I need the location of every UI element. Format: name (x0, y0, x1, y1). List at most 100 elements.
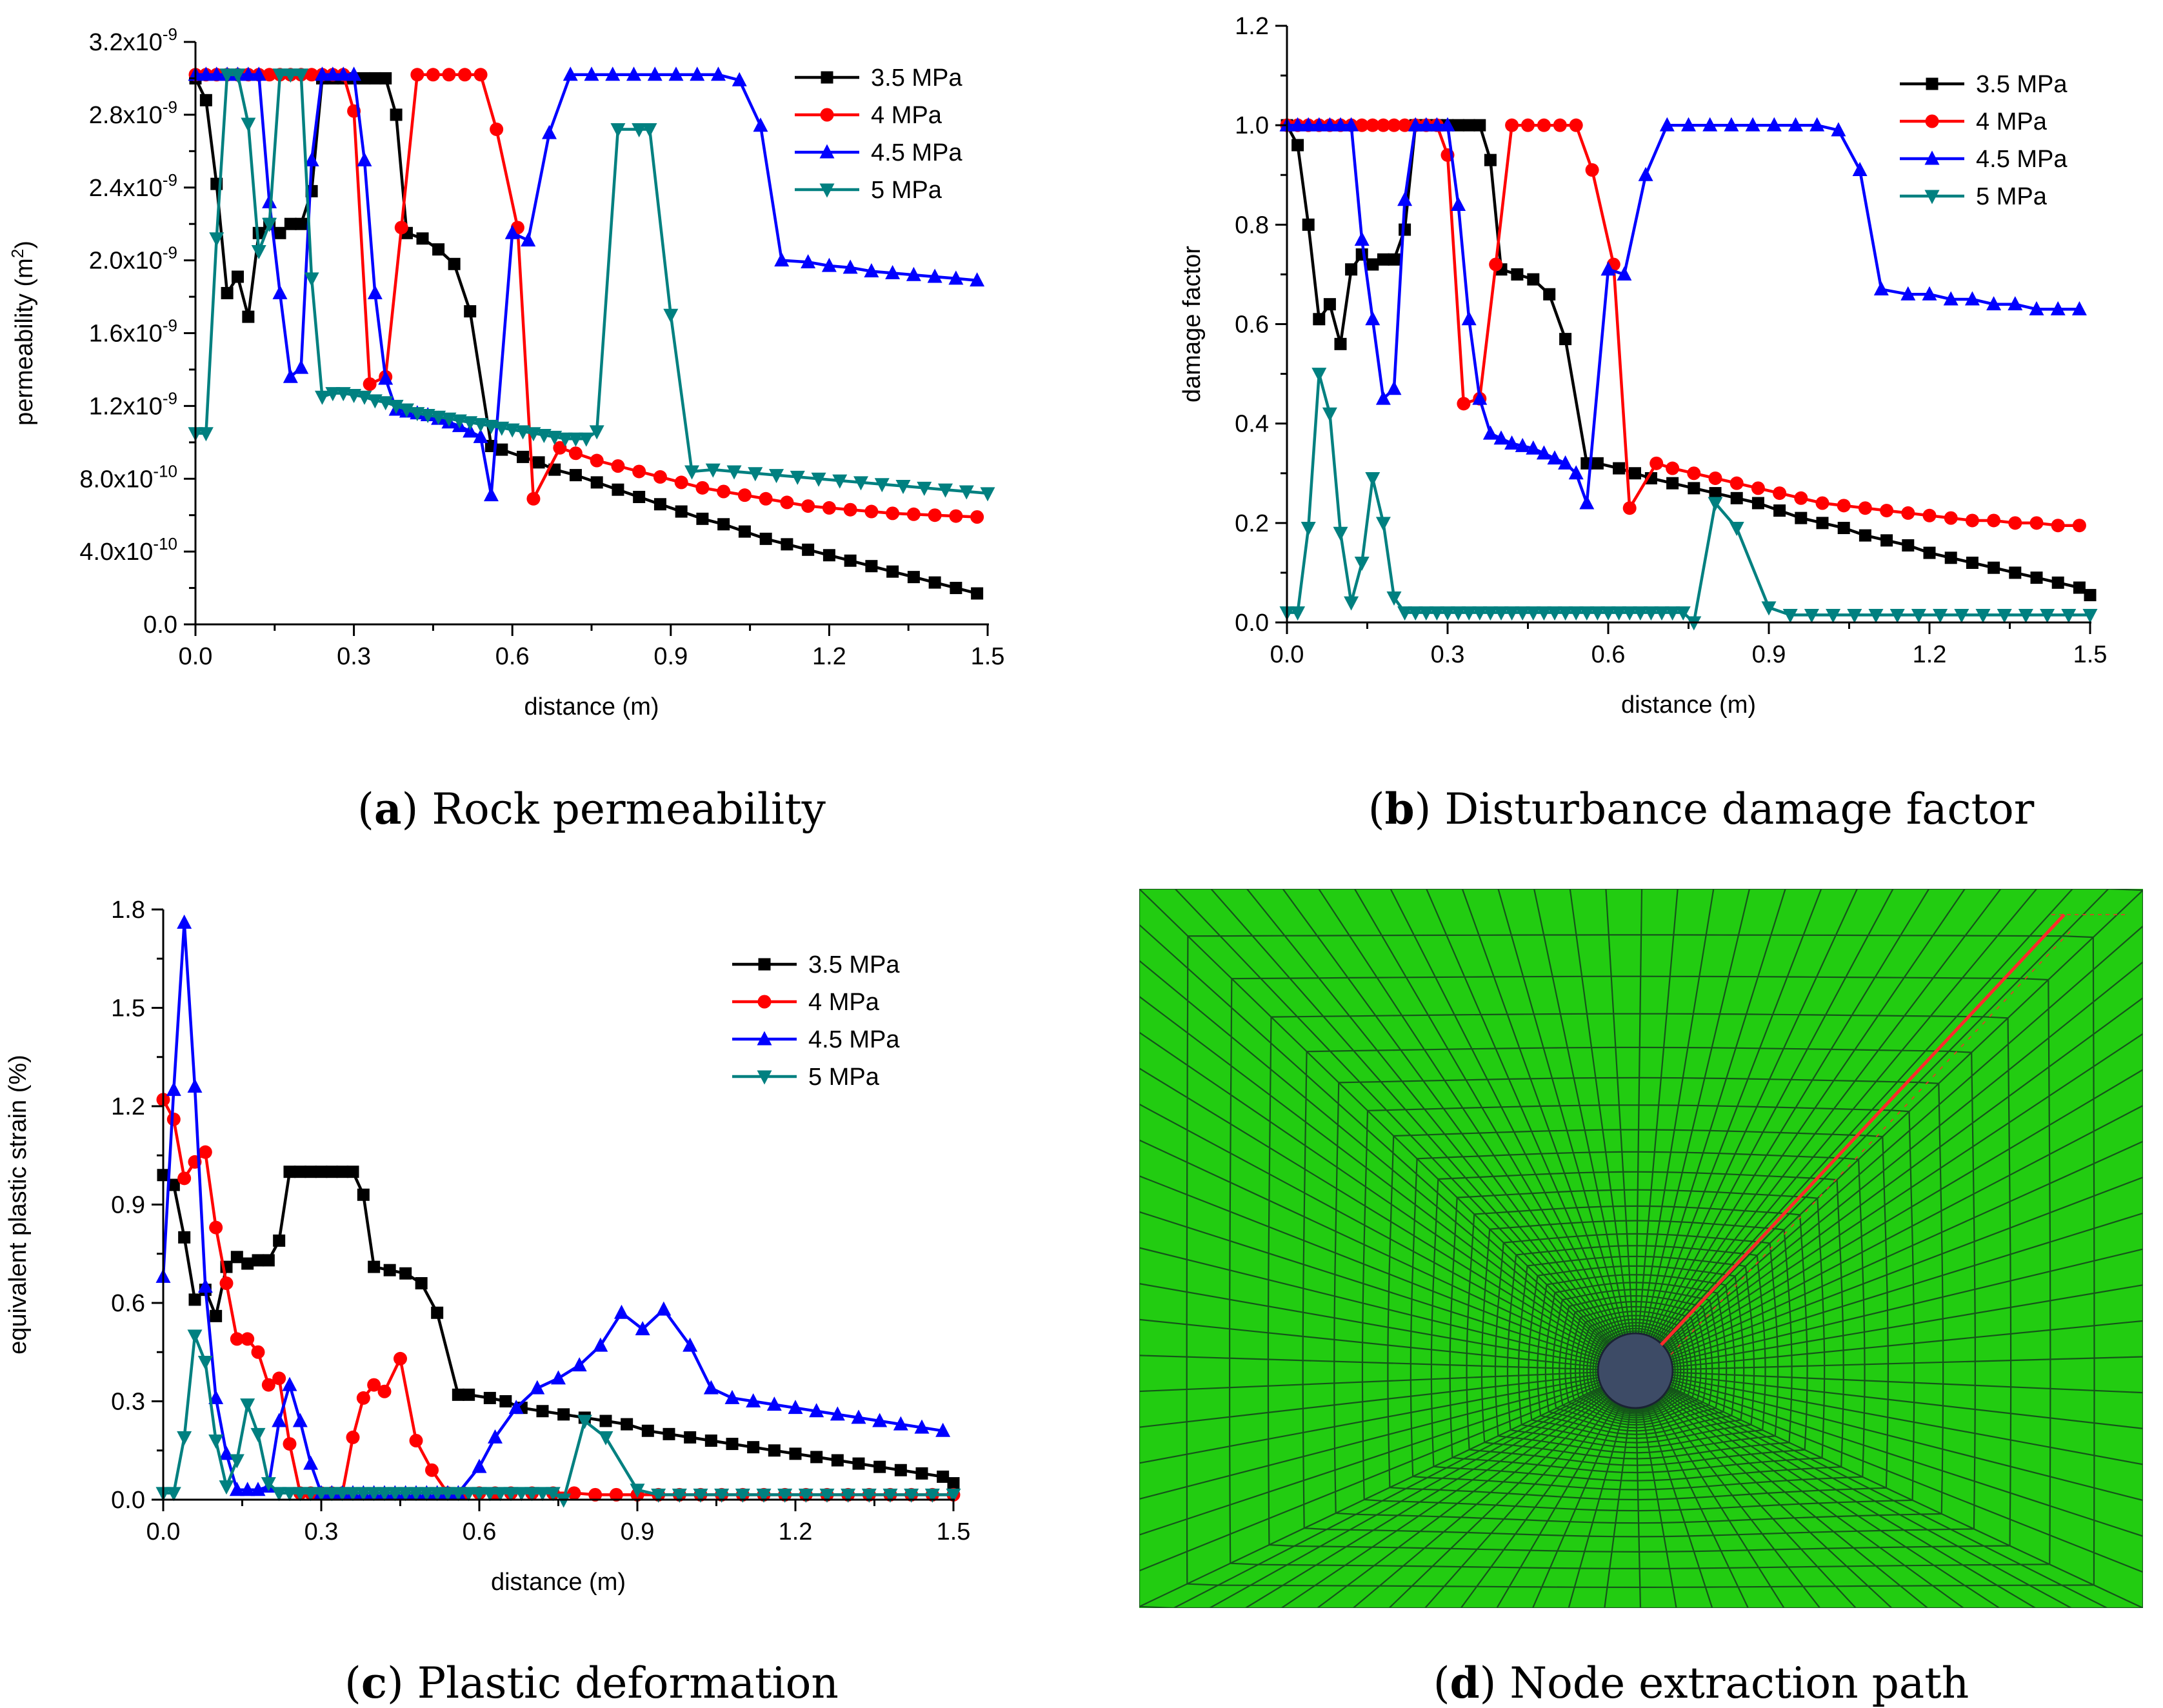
data-point-4.5-mpa (1702, 117, 1718, 132)
data-point-5-mpa (187, 1329, 203, 1344)
data-point-5-mpa (440, 1487, 455, 1502)
mesh-ring (1228, 975, 2051, 1569)
data-point-5-mpa (1408, 606, 1423, 621)
data-point-4-mpa (2029, 516, 2044, 530)
extraction-path-line (1660, 913, 2066, 1346)
data-point-4.5-mpa (1724, 117, 1739, 132)
data-point-5-mpa (366, 1487, 382, 1502)
mesh-radial-line (1210, 889, 1611, 1344)
data-point-3.5-mpa (315, 1166, 328, 1178)
extraction-path-nodes (1670, 930, 2071, 1355)
mesh-radial-line (1353, 1394, 1608, 1608)
data-point-3.5-mpa (886, 565, 899, 578)
data-point-5-mpa (1665, 606, 1680, 621)
mesh-radial-line (1670, 1384, 2143, 1573)
mesh-radial-line (1424, 1398, 1611, 1608)
mesh-radial-line (1139, 924, 1608, 1347)
data-point-3.5-mpa (416, 232, 429, 245)
data-point-5-mpa (777, 1488, 793, 1503)
data-point-5-mpa (483, 419, 499, 434)
data-point-5-mpa (946, 1488, 961, 1503)
data-point-5-mpa (450, 1487, 466, 1502)
mesh-radial-line (1139, 1247, 1599, 1363)
data-point-4.5-mpa (219, 1445, 234, 1460)
data-point-4.5-mpa (753, 117, 768, 132)
y-tick-label: 2.0x10-9 (89, 243, 177, 275)
data-point-5-mpa (2018, 608, 2033, 623)
data-point-3.5-mpa (684, 1431, 697, 1444)
data-point-5-mpa (345, 1487, 361, 1502)
data-point-5-mpa (811, 472, 826, 487)
legend: 3.5 MPa 4 MPa 4.5 MPa 5 MPa (795, 65, 962, 204)
data-point-4-mpa (198, 1145, 212, 1159)
mesh-radial-line (1139, 1103, 1603, 1354)
data-point-4.5-mpa (656, 1301, 672, 1316)
data-point-4-mpa (283, 1437, 297, 1451)
mesh-radial-line (1659, 889, 2037, 1343)
data-point-4-mpa (590, 453, 604, 468)
data-point-3.5-mpa (738, 525, 751, 538)
data-point-3.5-mpa (907, 571, 920, 584)
mesh-radial-line (1668, 1104, 2143, 1355)
x-tick-label: 0.9 (653, 643, 688, 670)
mesh-ring (1494, 1233, 1779, 1454)
data-point-4-mpa (906, 507, 921, 521)
data-point-3.5-mpa (273, 1234, 286, 1247)
data-point-5-mpa (1526, 606, 1541, 621)
data-point-4-mpa (1355, 118, 1369, 132)
data-point-4.5-mpa (690, 66, 705, 81)
data-point-5-mpa (904, 1488, 919, 1503)
data-point-3.5-mpa (1484, 154, 1497, 166)
caption-c-text: Plastic deformation (417, 1658, 839, 1708)
data-point-4-mpa (166, 1112, 181, 1126)
y-tick-label: 0.9 (111, 1192, 145, 1219)
data-point-5-mpa (303, 1487, 319, 1502)
y-tick-mantissa: 0.4 (1235, 411, 1269, 438)
data-point-5-mpa (1633, 606, 1648, 621)
data-point-5-mpa (261, 1477, 276, 1492)
y-tick-label: 1.0 (1235, 112, 1269, 139)
data-point-5-mpa (547, 430, 563, 445)
caption-d-letter: d (1450, 1658, 1480, 1708)
legend-label: 5 MPa (1976, 183, 2048, 210)
y-tick-mantissa: 0.6 (111, 1290, 145, 1317)
data-point-5-mpa (1868, 608, 1884, 623)
mesh-ring (1586, 1322, 1685, 1414)
mesh-radial-line (1667, 1069, 2143, 1353)
data-point-5-mpa (882, 1488, 898, 1503)
mesh-radial-line (1139, 1318, 1599, 1368)
y-tick-label: 2.4x10-9 (89, 170, 177, 202)
data-point-5-mpa (959, 485, 974, 500)
data-point-3.5-mpa (928, 576, 941, 589)
y-tick-mantissa: 3.2x10 (89, 29, 163, 56)
x-axis-title: distance (m) (491, 1569, 626, 1596)
data-point-3.5-mpa (379, 72, 392, 84)
data-point-4-mpa (759, 492, 773, 506)
data-point-4.5-mpa (325, 66, 341, 81)
y-tick-exponent: -9 (163, 316, 177, 335)
data-point-3.5-mpa (599, 1415, 612, 1427)
legend-marker (1925, 114, 1939, 128)
y-tick-mantissa: 0.6 (1235, 312, 1269, 339)
data-point-5-mpa (325, 387, 341, 402)
mesh-radial-line (1671, 1379, 2143, 1502)
series-line-4-mpa (162, 1098, 953, 1496)
data-point-4-mpa (219, 1276, 234, 1290)
y-tick-mantissa: 2.4x10 (89, 175, 163, 202)
mesh-ring (1592, 1327, 1679, 1411)
data-point-4-mpa (1398, 118, 1412, 132)
x-tick-label: 0.0 (179, 643, 213, 670)
mesh-radial-line (1643, 889, 1751, 1335)
data-point-4.5-mpa (584, 66, 599, 81)
data-point-4.5-mpa (551, 1370, 566, 1385)
data-point-4.5-mpa (872, 1413, 888, 1427)
data-point-4.5-mpa (1809, 117, 1825, 132)
data-point-5-mpa (1386, 591, 1402, 606)
mesh-ring (1186, 934, 2095, 1588)
data-point-5-mpa (304, 272, 319, 287)
legend-label: 5 MPa (808, 1064, 880, 1091)
data-point-3.5-mpa (325, 1166, 338, 1178)
data-point-3.5-mpa (1859, 529, 1871, 542)
data-point-3.5-mpa (210, 1309, 223, 1322)
data-point-3.5-mpa (1629, 467, 1641, 480)
